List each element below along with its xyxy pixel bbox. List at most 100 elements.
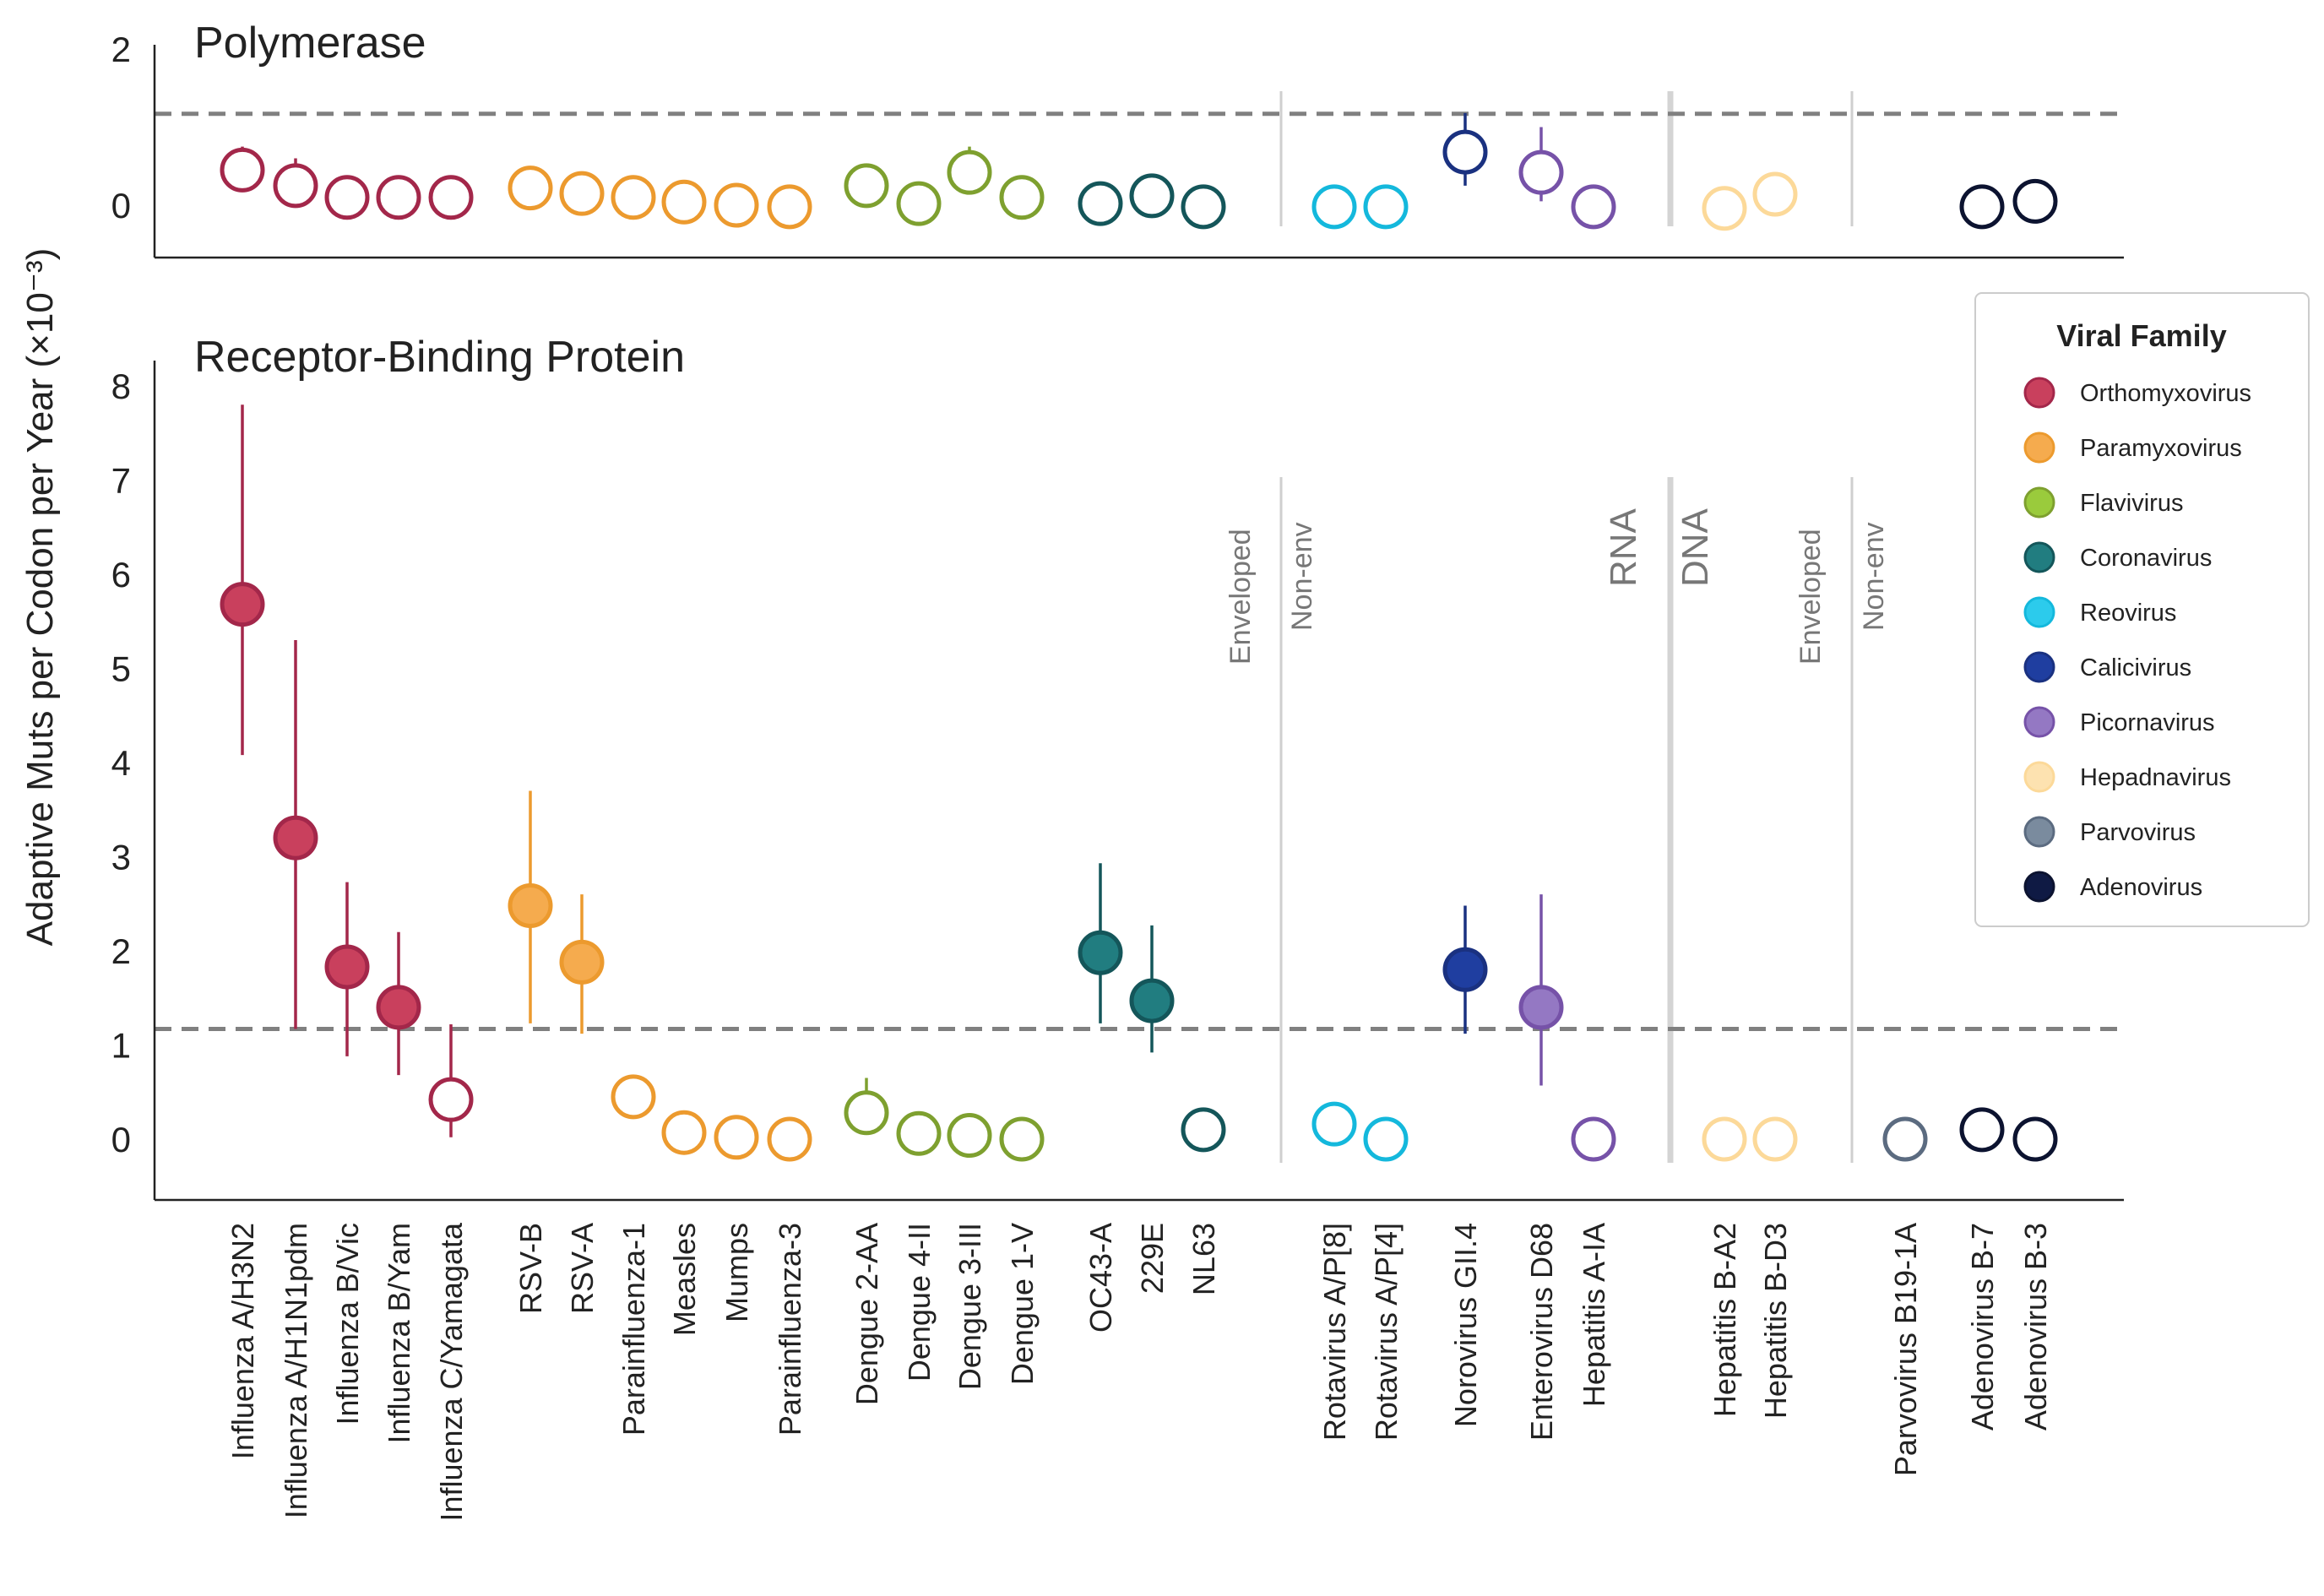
x-tick-label: Rotavirus A/P[8]	[1317, 1223, 1352, 1441]
point-marker	[1959, 1107, 2005, 1153]
group-label: Enveloped	[1795, 529, 1827, 665]
y-tick-label: 8	[111, 366, 131, 406]
x-tick-label: RSV-A	[565, 1223, 600, 1314]
legend-item: Hepadnavirus	[2023, 761, 2231, 793]
y-tick-label: 4	[111, 743, 131, 783]
data-point	[428, 175, 474, 220]
legend-marker	[2023, 377, 2055, 409]
x-tick-label: Enterovirus D68	[1524, 1223, 1559, 1441]
point-marker	[767, 1116, 812, 1162]
data-point	[844, 1078, 889, 1136]
data-point	[1571, 184, 1616, 230]
data-point	[220, 146, 265, 193]
point-marker	[661, 179, 707, 225]
point-marker	[1129, 173, 1175, 219]
data-point	[559, 171, 605, 216]
legend-label: Orthomyxovirus	[2080, 380, 2251, 407]
group-label: Non-env	[1858, 522, 1890, 631]
y-tick-label: 3	[111, 838, 131, 877]
data-point	[714, 1115, 759, 1160]
data-point	[1129, 925, 1175, 1053]
x-tick-label: Influenza A/H3N2	[225, 1223, 260, 1459]
point-marker	[1363, 184, 1409, 230]
data-point	[844, 163, 889, 209]
point-marker	[508, 166, 553, 211]
point-marker	[947, 1113, 992, 1159]
legend-label: Coronavirus	[2080, 545, 2212, 572]
x-tick-label: 229E	[1135, 1223, 1170, 1294]
data-point	[1311, 1101, 1357, 1147]
point-marker	[1882, 1116, 1928, 1162]
legend-marker	[2023, 706, 2055, 738]
x-tick-label: Dengue 4-II	[902, 1223, 937, 1382]
group-label: Non-env	[1286, 522, 1318, 631]
data-point	[428, 1023, 474, 1137]
x-tick-label: Dengue 2-AA	[850, 1223, 884, 1405]
legend-marker	[2023, 761, 2055, 793]
point-marker	[1078, 181, 1123, 226]
point-marker	[1959, 184, 2005, 230]
point-marker	[376, 175, 421, 220]
point-marker	[1752, 171, 1798, 217]
point-marker	[999, 175, 1045, 220]
point-marker	[1311, 184, 1357, 230]
data-point	[559, 894, 605, 1034]
group-label: DNA	[1675, 508, 1716, 587]
legend-marker	[2023, 486, 2055, 518]
x-tick-label: Adenovirus B-7	[1965, 1223, 2000, 1430]
legend-marker	[2023, 596, 2055, 628]
point-marker	[714, 182, 759, 228]
x-tick-label: Rotavirus A/P[4]	[1369, 1223, 1404, 1441]
data-point	[220, 404, 265, 756]
data-point	[508, 166, 553, 211]
legend-label: Calicivirus	[2080, 654, 2191, 681]
y-tick-label: 0	[111, 1120, 131, 1159]
data-point	[999, 175, 1045, 220]
point-marker	[1518, 985, 1564, 1030]
legend-label: Flavivirus	[2080, 490, 2183, 517]
x-tick-label: Mumps	[719, 1223, 754, 1322]
x-tick-label: Parainfluenza-3	[773, 1223, 807, 1436]
data-point	[611, 1074, 656, 1120]
data-point	[1518, 127, 1564, 202]
data-point	[1702, 1116, 1747, 1162]
group-label: Enveloped	[1224, 529, 1257, 665]
data-point	[714, 182, 759, 228]
group-label: RNA	[1603, 508, 1644, 587]
data-point	[611, 175, 656, 220]
data-point	[1882, 1116, 1928, 1162]
x-tick-label: Hepatitis B-A2	[1708, 1223, 1742, 1417]
point-marker	[428, 1077, 474, 1122]
x-tick-label: RSV-B	[513, 1223, 548, 1314]
point-marker	[508, 882, 553, 928]
legend-item: Orthomyxovirus	[2023, 377, 2251, 409]
data-point	[999, 1116, 1045, 1162]
x-tick-label: Influenza C/Yamagata	[434, 1222, 469, 1522]
data-point	[1181, 1107, 1226, 1153]
x-tick-label: Dengue 3-III	[953, 1223, 987, 1390]
legend-item: Adenovirus	[2023, 871, 2202, 903]
data-point	[1442, 112, 1488, 186]
point-marker	[376, 985, 421, 1030]
x-tick-label: NL63	[1186, 1223, 1221, 1295]
data-point	[1363, 1116, 1409, 1162]
x-tick-label: Adenovirus B-3	[2018, 1223, 2053, 1430]
point-marker	[559, 171, 605, 216]
point-marker	[324, 944, 370, 990]
x-tick-label: Parainfluenza-1	[616, 1223, 651, 1436]
point-marker	[428, 175, 474, 220]
data-point	[376, 175, 421, 220]
point-marker	[1311, 1101, 1357, 1147]
point-marker	[220, 582, 265, 627]
legend-label: Picornavirus	[2080, 709, 2215, 736]
legend-title: Viral Family	[2056, 318, 2226, 353]
x-tick-label: Influenza B/Vic	[330, 1223, 365, 1425]
point-marker	[1702, 1116, 1747, 1162]
point-marker	[559, 939, 605, 985]
legend-label: Parvovirus	[2080, 819, 2196, 846]
data-point	[273, 158, 318, 209]
data-point	[661, 179, 707, 225]
point-marker	[844, 163, 889, 209]
data-point	[1078, 181, 1123, 226]
